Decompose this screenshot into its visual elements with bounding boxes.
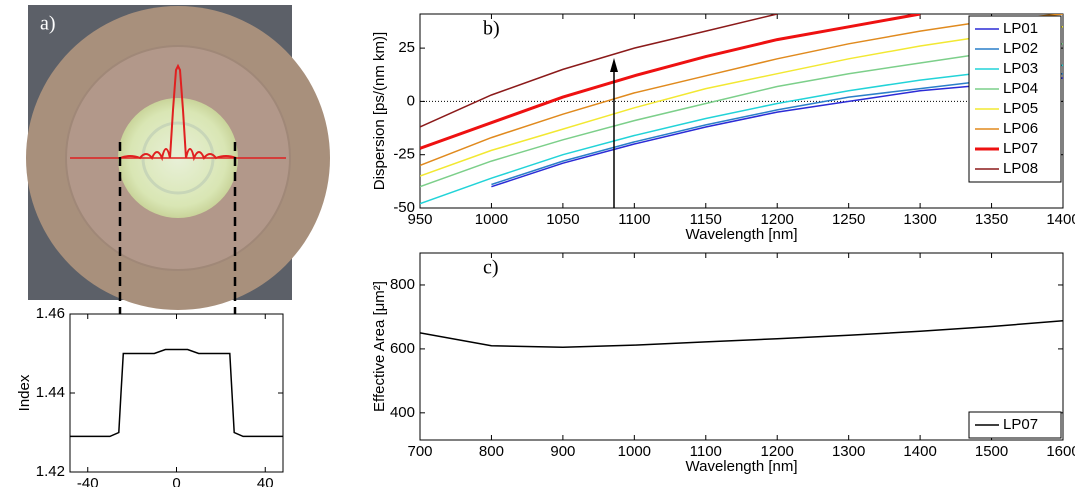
legend-label: LP03 — [1003, 60, 1038, 77]
legend-label: LP07 — [1003, 416, 1038, 433]
y-tick-label: 1.42 — [36, 463, 65, 480]
x-tick-label: -40 — [77, 475, 99, 487]
series-line — [491, 77, 1063, 188]
x-tick-label: 1100 — [618, 211, 650, 228]
x-tick-label: 900 — [550, 443, 575, 460]
y-tick-label: 25 — [398, 39, 415, 56]
y-tick-label: -50 — [393, 199, 415, 216]
legend-label: LP06 — [1003, 120, 1038, 137]
y-tick-label: 600 — [390, 340, 415, 357]
series-line — [420, 14, 1063, 167]
x-axis-label: Wavelength [nm] — [686, 226, 798, 243]
series-line — [420, 14, 921, 150]
y-tick-label: 1.44 — [36, 384, 65, 401]
fiber-photo: a) — [26, 5, 330, 310]
x-tick-label: 1200 — [761, 443, 794, 460]
x-tick-label: 1000 — [475, 211, 508, 228]
y-tick-label: 400 — [390, 404, 415, 421]
photo-label: a) — [40, 13, 56, 35]
y-tick-label: -25 — [393, 146, 415, 163]
y-tick-label: 800 — [390, 276, 415, 293]
x-tick-label: 1300 — [832, 443, 865, 460]
x-tick-label: 1600 — [1046, 443, 1075, 460]
legend-box — [968, 15, 1062, 183]
legend-label: LP04 — [1003, 80, 1038, 97]
y-axis-label: Dispersion [ps/(nm km)] — [371, 32, 388, 190]
x-tick-label: 0 — [172, 475, 180, 487]
series-line — [420, 43, 1063, 188]
series-line — [420, 14, 778, 128]
x-tick-label: 1400 — [903, 443, 936, 460]
y-axis-label: Effective Area [μm²] — [371, 281, 388, 412]
arrow-head — [610, 58, 618, 72]
plot-area — [69, 313, 284, 473]
x-tick-label: 1150 — [690, 211, 722, 228]
y-tick-label: 1.46 — [36, 305, 65, 322]
x-tick-label: 700 — [407, 443, 432, 460]
panel-label: b) — [483, 18, 500, 40]
x-tick-label: 1100 — [690, 443, 722, 460]
x-tick-label: 1300 — [903, 211, 936, 228]
legend-label: LP05 — [1003, 100, 1038, 117]
y-tick-label: 0 — [407, 92, 415, 109]
x-tick-label: 1050 — [546, 211, 579, 228]
series-line — [491, 72, 1063, 186]
x-tick-label: 1400 — [1046, 211, 1075, 228]
series-line — [70, 348, 283, 438]
legend-label: LP08 — [1003, 160, 1038, 177]
x-tick-label: 1250 — [832, 211, 865, 228]
legend-label: LP02 — [1003, 40, 1038, 57]
legend-label: LP07 — [1003, 140, 1038, 157]
legend-label: LP01 — [1003, 20, 1038, 37]
x-tick-label: 1200 — [761, 211, 794, 228]
x-axis-label: Wavelength [nm] — [686, 458, 798, 475]
panel-label: c) — [483, 257, 499, 279]
x-tick-label: 1500 — [975, 443, 1008, 460]
y-axis-label: Index — [16, 374, 33, 411]
series-line — [420, 320, 1063, 349]
x-tick-label: 40 — [257, 475, 274, 487]
x-tick-label: 1000 — [618, 443, 651, 460]
x-tick-label: 1350 — [975, 211, 1008, 228]
series-line — [420, 26, 1063, 177]
series-line — [420, 64, 1063, 205]
x-tick-label: 950 — [407, 211, 432, 228]
x-tick-label: 800 — [479, 443, 504, 460]
